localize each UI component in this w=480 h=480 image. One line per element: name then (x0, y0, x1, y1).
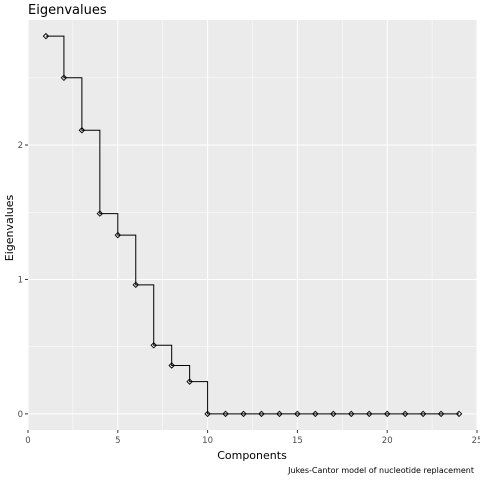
points-layer (42, 32, 463, 418)
data-point-diamond (240, 410, 247, 418)
data-point-diamond (366, 410, 373, 418)
data-point-diamond (150, 342, 157, 349)
x-tick-label: 5 (115, 436, 120, 446)
y-tick-label: 1 (18, 275, 23, 285)
chart-caption: Jukes-Cantor model of nucleotide replace… (287, 466, 474, 475)
data-point-diamond (42, 32, 50, 40)
data-point-diamond (114, 231, 122, 239)
data-point-diamond (132, 281, 139, 289)
x-axis-title: Components (217, 449, 287, 462)
data-point-diamond (437, 410, 445, 418)
data-point-diamond (60, 74, 68, 82)
data-point-diamond (78, 126, 86, 134)
data-point-diamond (204, 410, 211, 418)
y-axis-title: Eigenvalues (3, 194, 16, 261)
data-point-diamond (186, 378, 193, 385)
data-point-diamond (455, 410, 463, 418)
x-tick-label: 20 (382, 436, 393, 446)
x-tick-label: 15 (292, 436, 303, 446)
data-point-diamond (330, 410, 337, 418)
data-point-diamond (294, 410, 301, 418)
data-point-diamond (348, 410, 355, 418)
ticks-layer: 0 5 10 15 20 25 0 1 2 (18, 141, 480, 446)
data-point-diamond (168, 362, 175, 369)
grid-minor (28, 20, 477, 430)
chart-title: Eigenvalues (28, 3, 107, 18)
x-tick-label: 0 (25, 436, 30, 446)
y-tick-label: 2 (18, 141, 23, 151)
data-point-diamond (96, 210, 104, 217)
x-tick-label: 25 (472, 436, 480, 446)
data-point-diamond (258, 410, 265, 418)
data-point-diamond (419, 410, 427, 418)
data-point-diamond (276, 410, 283, 418)
data-point-diamond (222, 410, 229, 418)
x-tick-label: 10 (202, 436, 213, 446)
series-layer (45, 35, 460, 415)
eigenvalue-step-line (45, 35, 460, 415)
data-point-diamond (401, 410, 409, 418)
data-point-diamond (383, 410, 391, 418)
data-point-diamond (312, 410, 319, 418)
y-tick-label: 0 (18, 410, 23, 420)
